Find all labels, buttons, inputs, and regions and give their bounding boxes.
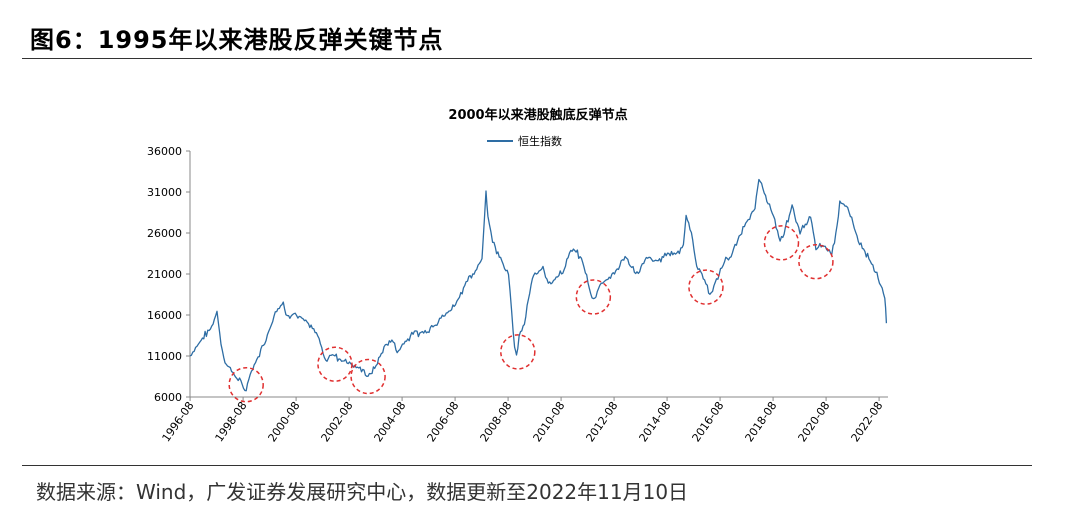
bottom-annotation-circle bbox=[798, 243, 834, 280]
series-line-hsi bbox=[189, 178, 888, 392]
x-tick-label: 2016-08 bbox=[690, 399, 727, 444]
source-rule bbox=[22, 465, 1032, 466]
bottom-annotation-circle bbox=[228, 366, 264, 403]
x-tick-label: 2010-08 bbox=[531, 399, 568, 444]
x-tick-label: 2012-08 bbox=[584, 399, 621, 444]
y-tick-label: 26000 bbox=[147, 227, 182, 240]
x-tick-label: 2022-08 bbox=[849, 399, 886, 444]
source-note: 数据来源：Wind，广发证券发展研究中心，数据更新至2022年11月10日 bbox=[36, 480, 689, 504]
y-tick-label: 16000 bbox=[147, 309, 182, 322]
chart-title: 2000年以来港股触底反弹节点 bbox=[448, 107, 627, 123]
bottom-annotation-circle bbox=[500, 334, 536, 370]
bottom-annotation-circle bbox=[688, 269, 724, 305]
x-tick-label: 1996-08 bbox=[160, 399, 197, 444]
x-tick-label: 2014-08 bbox=[637, 399, 674, 444]
bottom-annotation-circle bbox=[317, 346, 353, 382]
x-tick-label: 1998-08 bbox=[213, 399, 250, 444]
x-tick-label: 2000-08 bbox=[266, 399, 303, 444]
y-tick-label: 11000 bbox=[147, 350, 182, 363]
y-tick-label: 6000 bbox=[154, 391, 182, 404]
y-tick-label: 36000 bbox=[147, 145, 182, 158]
legend-label: 恒生指数 bbox=[518, 134, 562, 148]
y-tick-label: 31000 bbox=[147, 186, 182, 199]
title-rule bbox=[22, 58, 1032, 59]
y-tick-label: 21000 bbox=[147, 268, 182, 281]
x-tick-label: 2006-08 bbox=[425, 399, 462, 444]
x-tick-label: 2008-08 bbox=[478, 399, 515, 444]
bottom-annotation-circle bbox=[350, 358, 386, 395]
x-tick-label: 2004-08 bbox=[372, 399, 409, 444]
x-tick-label: 2020-08 bbox=[796, 399, 833, 444]
bottom-annotation-circle bbox=[763, 225, 800, 261]
x-tick-label: 2018-08 bbox=[743, 399, 780, 444]
bottom-annotation-circle bbox=[575, 279, 612, 315]
x-tick-label: 2002-08 bbox=[319, 399, 356, 444]
figure-title: 图6：1995年以来港股反弹关键节点 bbox=[30, 26, 444, 54]
